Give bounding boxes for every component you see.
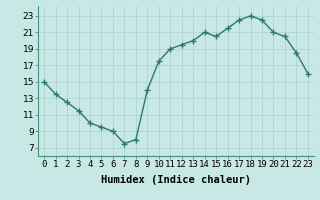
X-axis label: Humidex (Indice chaleur): Humidex (Indice chaleur) <box>101 175 251 185</box>
